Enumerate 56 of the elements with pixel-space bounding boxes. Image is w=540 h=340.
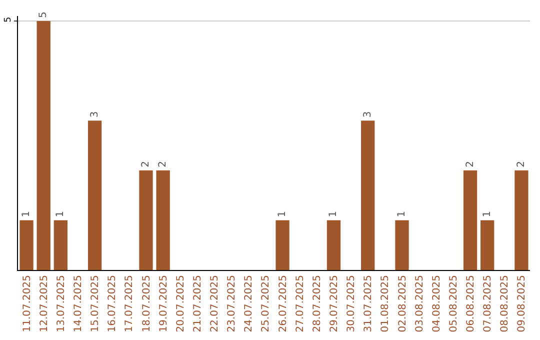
x-tick-label: 21.07.2025 <box>192 275 204 332</box>
data-label: 1 <box>396 210 408 218</box>
bar <box>36 20 50 270</box>
x-tick-label: 25.07.2025 <box>260 275 272 332</box>
x-tick-label: 27.07.2025 <box>294 275 306 332</box>
data-label: 3 <box>362 111 374 118</box>
x-tick-label: 13.07.2025 <box>56 275 67 332</box>
x-tick-label: 09.08.2025 <box>516 275 528 332</box>
x-tick-label: 02.08.2025 <box>397 275 408 332</box>
x-tick-label: 05.08.2025 <box>448 275 460 332</box>
bar <box>20 220 34 270</box>
bar <box>514 170 528 270</box>
data-label: 1 <box>328 210 340 218</box>
data-label: 3 <box>89 111 100 118</box>
data-label: 2 <box>464 161 476 168</box>
x-tick-label: 24.07.2025 <box>244 275 255 332</box>
x-tick-label: 03.08.2025 <box>414 275 426 332</box>
x-tick-label: 11.07.2025 <box>22 275 33 332</box>
x-tick-label: 06.08.2025 <box>466 275 477 332</box>
data-label: 2 <box>158 161 169 168</box>
x-tick-label: 19.07.2025 <box>158 275 170 332</box>
x-tick-label: 07.08.2025 <box>482 275 494 332</box>
data-label: 1 <box>21 210 32 218</box>
x-tick-label: 08.08.2025 <box>500 275 511 332</box>
x-tick-label: 22.07.2025 <box>210 275 221 332</box>
x-tick-label: 18.07.2025 <box>141 275 152 332</box>
x-tick-label: 14.07.2025 <box>72 275 84 332</box>
x-tick-label: 29.07.2025 <box>328 275 340 332</box>
x-tick-label: 28.07.2025 <box>312 275 323 332</box>
x-tick-label: 12.07.2025 <box>38 275 50 332</box>
data-label: 2 <box>140 161 152 168</box>
data-label: 1 <box>277 210 288 218</box>
x-tick-label: 16.07.2025 <box>107 275 118 332</box>
x-tick-label: 15.07.2025 <box>90 275 102 332</box>
bar <box>156 170 170 270</box>
data-label: 2 <box>516 161 527 168</box>
data-label: 5 <box>38 12 50 18</box>
data-label: 1 <box>55 210 66 218</box>
bar <box>326 220 341 270</box>
x-tick-label: 23.07.2025 <box>226 275 238 332</box>
x-tick-label: 26.07.2025 <box>278 275 289 332</box>
data-label: 1 <box>482 210 493 218</box>
x-tick-label: 20.07.2025 <box>175 275 186 332</box>
x-tick-label: 17.07.2025 <box>124 275 136 332</box>
x-tick-label: 01.08.2025 <box>380 275 392 332</box>
bar <box>54 220 68 270</box>
bar <box>88 120 102 270</box>
x-tick-label: 04.08.2025 <box>431 275 442 332</box>
x-tick-label: 31.07.2025 <box>363 275 374 332</box>
bar <box>480 220 494 270</box>
bar <box>139 170 153 270</box>
bar <box>276 220 290 270</box>
x-tick-label: 30.07.2025 <box>346 275 358 332</box>
bar <box>463 170 478 270</box>
bar <box>395 220 409 270</box>
bar <box>361 120 375 270</box>
